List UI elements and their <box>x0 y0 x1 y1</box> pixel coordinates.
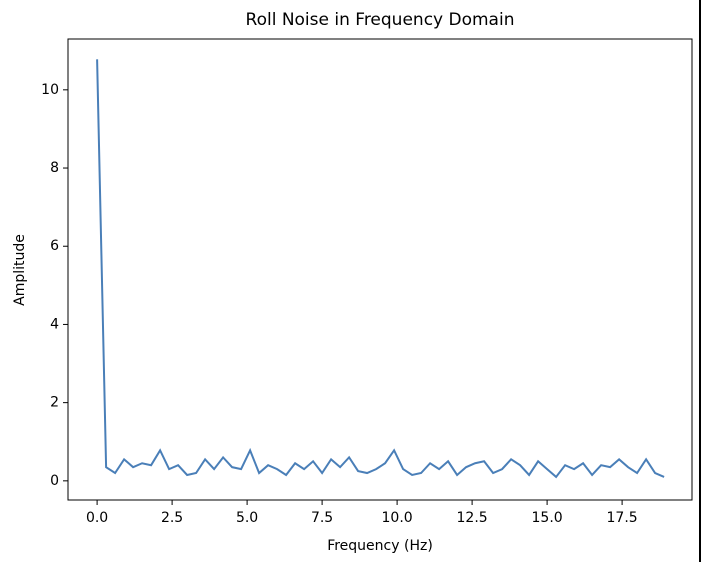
y-tick-label: 10 <box>41 82 59 98</box>
x-tick-label: 15.0 <box>532 510 563 526</box>
x-tick-label: 5.0 <box>236 510 258 526</box>
x-tick-label: 12.5 <box>457 510 488 526</box>
y-tick-label: 0 <box>50 473 59 489</box>
x-tick-label: 17.5 <box>607 510 638 526</box>
x-axis-label: Frequency (Hz) <box>327 538 433 554</box>
y-tick-label: 4 <box>50 316 59 332</box>
chart-title: Roll Noise in Frequency Domain <box>246 10 515 30</box>
y-tick-label: 8 <box>50 160 59 176</box>
y-tick-label: 2 <box>50 395 59 411</box>
y-axis-label: Amplitude <box>12 234 28 306</box>
x-tick-label: 2.5 <box>161 510 183 526</box>
data-line <box>96 59 665 479</box>
x-tick-label: 10.0 <box>382 510 413 526</box>
x-tick-label: 7.5 <box>311 510 333 526</box>
plot-frame <box>67 38 693 501</box>
y-tick-label: 6 <box>50 238 59 254</box>
x-tick-label: 0.0 <box>86 510 108 526</box>
